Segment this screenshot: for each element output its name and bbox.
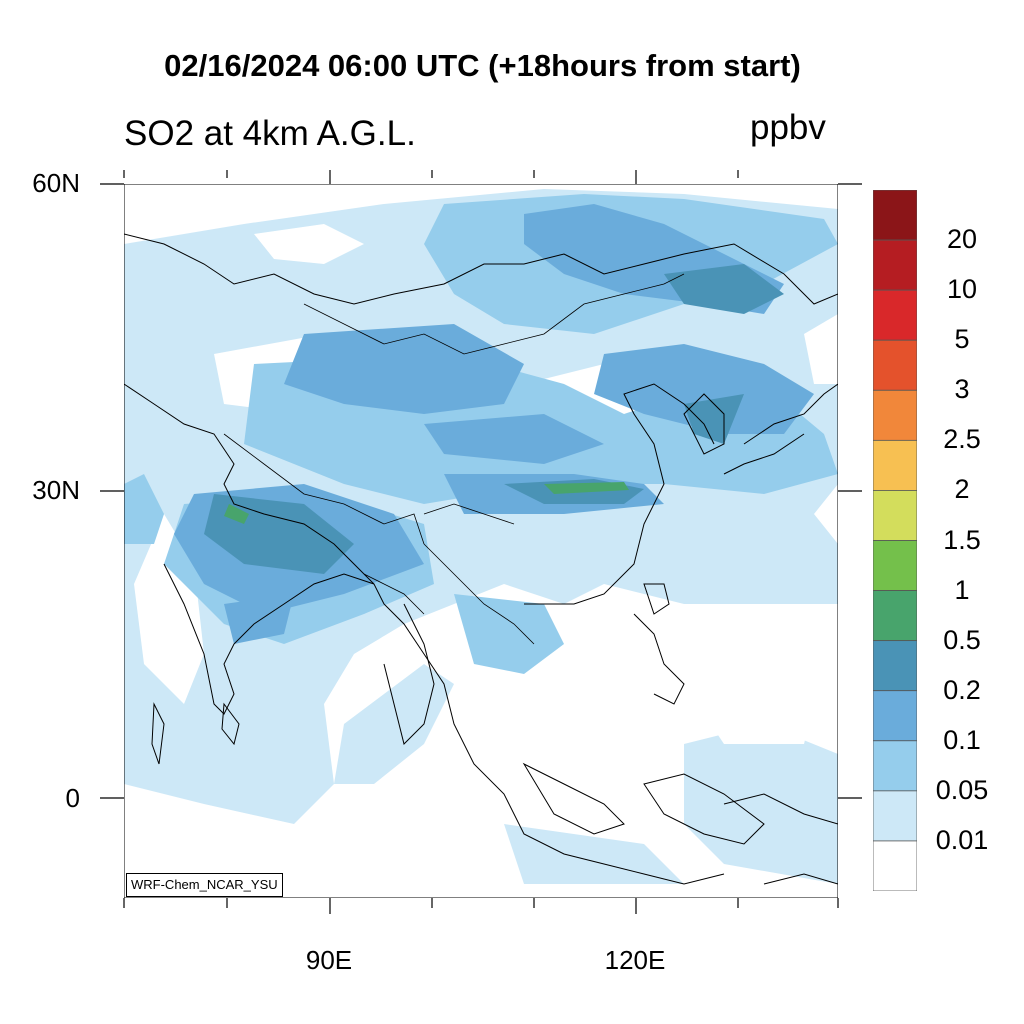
colorbar-level-label: 20 — [946, 224, 978, 255]
colorbar-level-label: 0.2 — [943, 674, 981, 705]
so2-map — [123, 183, 839, 899]
lat-label-30n: 30N — [32, 475, 80, 505]
colorbar-box — [873, 389, 917, 441]
colorbar-box — [873, 790, 917, 842]
map-title: 02/16/2024 06:00 UTC (+18hours from star… — [164, 48, 801, 83]
colorbar-box — [873, 239, 917, 291]
colorbar-level-label: 1.5 — [943, 524, 981, 555]
units-label: ppbv — [750, 108, 826, 147]
colorbar-level-label: 0.01 — [935, 824, 989, 855]
colorbar — [873, 190, 917, 891]
country-borders — [223, 273, 685, 645]
map-panel — [123, 183, 839, 899]
lon-label-120e: 120E — [604, 945, 666, 975]
model-credit: WRF-Chem_NCAR_YSU — [126, 873, 283, 897]
lon-label-90e: 90E — [305, 945, 353, 975]
so2-field-0.2 — [204, 264, 784, 574]
colorbar-box — [873, 490, 917, 541]
lat-label-0: 0 — [65, 783, 80, 813]
colorbar-level-label: 3 — [954, 374, 970, 405]
colorbar-level-label: 2.5 — [943, 424, 981, 455]
colorbar-box — [873, 540, 917, 591]
colorbar-box — [873, 740, 917, 792]
colorbar-level-label: 0.5 — [943, 624, 981, 655]
colorbar-box — [873, 439, 917, 491]
colorbar-box — [873, 840, 917, 891]
colorbar-level-label: 5 — [954, 324, 970, 355]
colorbar-level-label: 2 — [954, 474, 970, 505]
colorbar-level-label: 0.1 — [943, 724, 981, 755]
colorbar-box — [873, 190, 917, 241]
coastlines — [123, 233, 839, 885]
colorbar-box — [873, 339, 917, 391]
lat-label-60n: 60N — [32, 168, 80, 198]
variable-label: SO2 at 4km A.G.L. — [124, 114, 416, 153]
colorbar-box — [873, 590, 917, 642]
colorbar-box — [873, 289, 917, 341]
axis-ticks — [100, 170, 862, 914]
colorbar-level-label: 1 — [954, 574, 970, 605]
colorbar-level-label: 10 — [946, 274, 978, 305]
so2-field-0.5 — [224, 482, 629, 524]
colorbar-box — [873, 640, 917, 692]
colorbar-box — [873, 690, 917, 742]
colorbar-level-label: 0.05 — [935, 774, 989, 805]
